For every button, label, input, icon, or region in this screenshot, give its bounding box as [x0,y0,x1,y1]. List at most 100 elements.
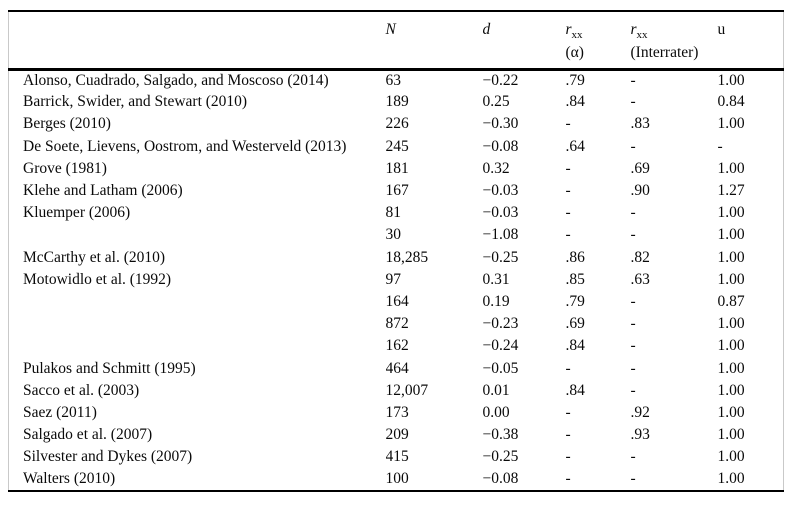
value-cell: 12,007 [385,381,429,399]
value-cell: - [565,159,571,177]
value-cell: .86 [565,248,585,266]
study-cell: Sacco et al. (2003) [23,381,140,399]
table-row: Salgado et al. (2007) 209 −0.38 - .93 1.00 [9,424,784,446]
value-cell: .84 [565,93,585,111]
study-cell: Saez (2011) [23,403,97,421]
header-symbol: d [482,21,491,38]
value-cell: .85 [565,270,585,288]
value-cell: .82 [630,248,650,266]
header-symbol: u [717,21,726,38]
value-cell: 0.32 [482,159,510,177]
header-symbol: N [385,21,396,38]
table-row: Motowidlo et al. (1992) 97 0.31 .85 .63 1.00 [9,269,784,291]
study-cell: Walters (2010) [23,469,116,487]
table-row: 30 −1.08 - - 1.00 [9,224,784,246]
value-cell: .69 [565,315,585,333]
value-cell: - [717,137,723,155]
value-cell: .90 [630,182,650,200]
value-cell: - [630,204,636,222]
study-cell: Silvester and Dykes (2007) [23,448,193,466]
value-cell: .79 [565,292,585,310]
value-cell: .84 [565,381,585,399]
study-cell: McCarthy et al. (2010) [23,248,166,266]
value-cell: 1.00 [717,448,745,466]
study-cell [9,335,386,357]
column-header-label: d [483,20,566,40]
value-cell: 30 [385,226,402,244]
study-cell [9,313,386,335]
value-cell: - [630,315,636,333]
value-cell: −0.25 [482,248,519,266]
value-cell: .79 [565,71,585,89]
study-cell: Salgado et al. (2007) [23,426,153,444]
column-header-label: u [718,20,784,40]
table-row: 872 −0.23 .69 - 1.00 [9,313,784,335]
study-cell [9,291,386,313]
value-cell: 1.00 [717,248,745,266]
value-cell: 0.00 [482,403,510,421]
table-row: Grove (1981) 181 0.32 - .69 1.00 [9,158,784,180]
table-row: Walters (2010) 100 −0.08 - - 1.00 [9,468,784,490]
value-cell: 18,285 [385,248,429,266]
value-cell: −0.03 [482,182,519,200]
column-header-label: N [386,20,483,40]
study-cell: Barrick, Swider, and Stewart (2010) [23,93,248,111]
value-cell: 872 [385,315,409,333]
column-header-rxxα: rxx (α) [565,11,631,71]
value-cell: .83 [630,115,650,133]
study-cell: De Soete, Lievens, Oostrom, and Westerve… [23,137,347,155]
value-cell: 1.00 [717,403,745,421]
value-cell: 1.00 [717,159,745,177]
value-cell: −0.30 [482,115,519,133]
value-cell: 1.00 [717,469,745,487]
value-cell: 189 [385,93,409,111]
value-cell: −0.22 [482,71,519,89]
table-row: 162 −0.24 .84 - 1.00 [9,335,784,357]
value-cell: 1.00 [717,115,745,133]
table-row: McCarthy et al. (2010) 18,285 −0.25 .86 .82 1… [9,247,784,269]
value-cell: - [630,137,636,155]
value-cell: −0.05 [482,359,519,377]
value-cell: 0.84 [717,93,745,111]
value-cell: .84 [565,337,585,355]
value-cell: - [565,448,571,466]
table-row: 164 0.19 .79 - 0.87 [9,291,784,313]
value-cell: −0.23 [482,315,519,333]
table-row: De Soete, Lievens, Oostrom, and Westerve… [9,136,784,158]
value-cell: - [565,204,571,222]
value-cell: 1.00 [717,426,745,444]
value-cell: 0.25 [482,93,510,111]
value-cell: 162 [385,337,409,355]
value-cell: - [630,292,636,310]
header-subline: (Interrater) [630,44,699,61]
value-cell: −0.24 [482,337,519,355]
value-cell: - [630,226,636,244]
value-cell: 0.31 [482,270,510,288]
value-cell: - [630,93,636,111]
study-cell: Berges (2010) [23,115,111,133]
value-cell: - [565,182,571,200]
value-cell: 226 [385,115,409,133]
study-cell: Grove (1981) [23,159,107,177]
value-cell: 1.27 [717,182,745,200]
value-cell: 97 [385,270,402,288]
value-cell: 1.00 [717,270,745,288]
value-cell: .64 [565,137,585,155]
column-header-u: u [717,11,784,71]
header-symbol: r [565,21,572,38]
column-header-label: rxx [565,20,631,41]
value-cell: - [565,359,571,377]
table-body: Alonso, Cuadrado, Salgado, and Moscoso (… [9,69,784,491]
table-row: Sacco et al. (2003) 12,007 0.01 .84 - 1.00 [9,380,784,402]
study-cell: Alonso, Cuadrado, Salgado, and Moscoso (… [23,71,329,89]
value-cell: −1.08 [482,226,519,244]
value-cell: 164 [385,292,409,310]
value-cell: 63 [385,71,402,89]
value-cell: - [630,71,636,89]
column-header-d: d [482,11,566,71]
value-cell: 0.87 [717,292,745,310]
table-row: Silvester and Dykes (2007) 415 −0.25 - - 1.00 [9,446,784,468]
value-cell: - [565,115,571,133]
study-cell: Pulakos and Schmitt (1995) [23,359,196,377]
